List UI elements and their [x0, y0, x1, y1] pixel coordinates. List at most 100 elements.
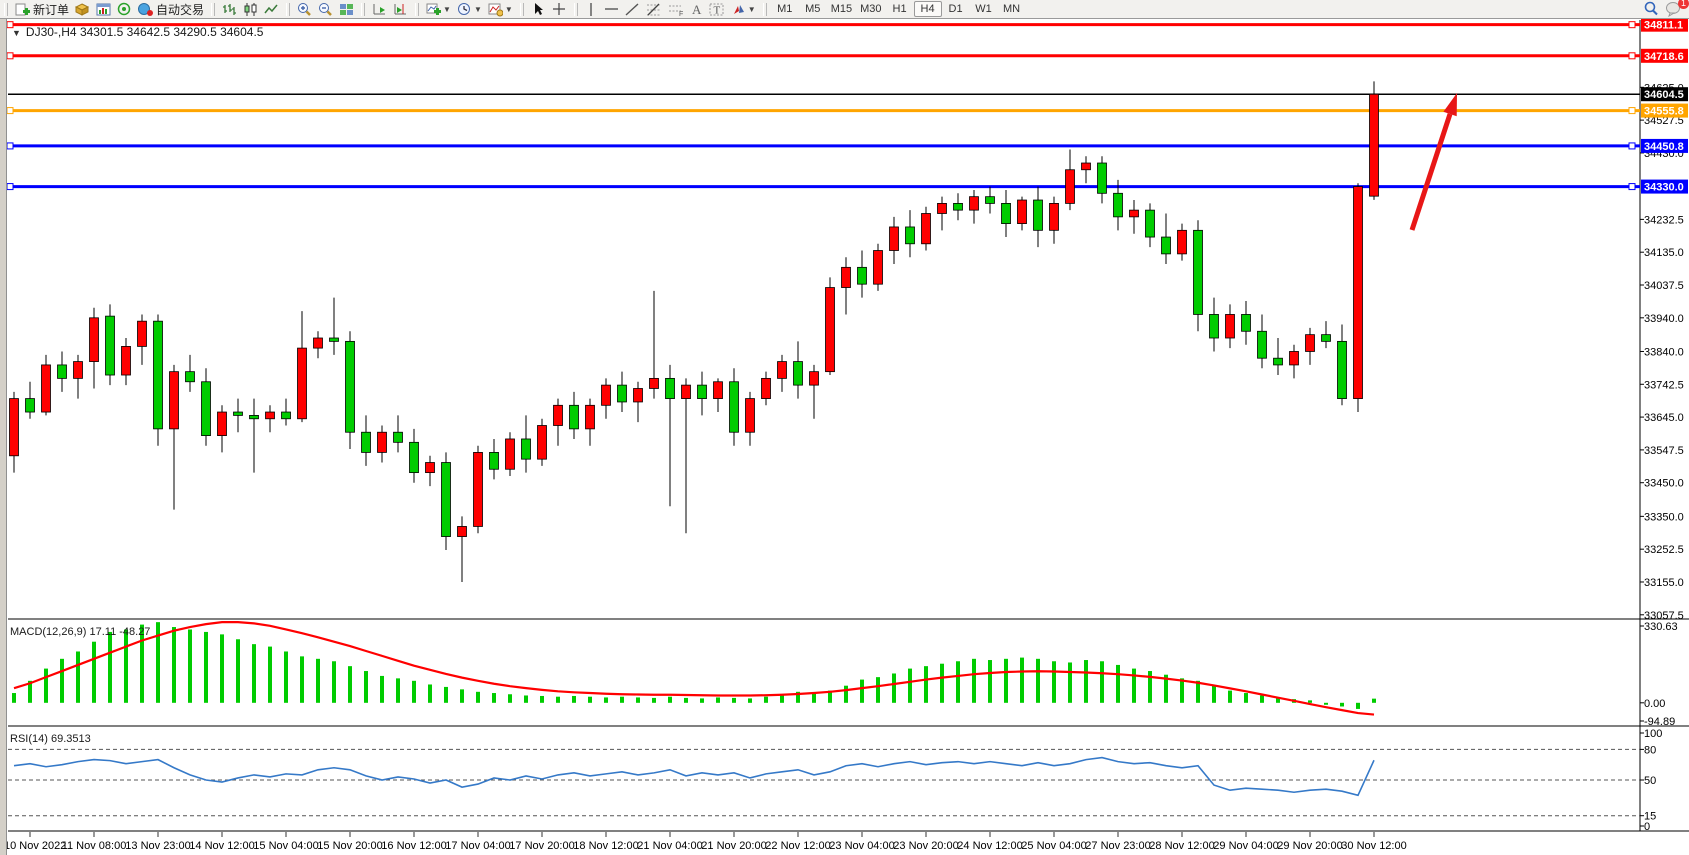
price-tick-label: 34232.5 [1644, 214, 1684, 226]
line-chart-button[interactable] [261, 1, 282, 17]
macd-histogram-bar [1020, 657, 1024, 703]
timeframe-w1-button[interactable]: W1 [975, 3, 992, 15]
signal-button[interactable] [114, 1, 135, 17]
templates-dropdown-caret[interactable]: ▼ [504, 4, 513, 14]
annotation-arrow-shaft[interactable] [1409, 113, 1453, 231]
macd-histogram-bar [508, 694, 512, 703]
timeframe-mn-button[interactable]: MN [1002, 3, 1021, 15]
one-click-caret-icon[interactable]: ▼ [12, 28, 21, 38]
market-watch-button[interactable] [72, 1, 93, 17]
new-order-icon [15, 2, 30, 17]
macd-histogram-bar [700, 698, 704, 703]
timeframe-h4-button[interactable]: H4 [913, 1, 942, 17]
periods-button[interactable]: ▼ [454, 1, 485, 17]
timeframe-m1-button[interactable]: M1 [777, 3, 793, 15]
candle [505, 438, 515, 470]
zoom-out-button[interactable] [315, 1, 336, 17]
time-label: 11 Nov 08:00 [62, 840, 127, 852]
chart-shift-icon [393, 2, 408, 17]
charts-window-button[interactable] [93, 1, 114, 17]
candle [1129, 209, 1139, 218]
candle [41, 364, 51, 413]
candle [697, 384, 707, 399]
search-button[interactable] [1640, 1, 1662, 17]
tile-windows-icon [339, 2, 354, 17]
candle [521, 438, 531, 460]
macd-histogram-bar [1132, 668, 1136, 703]
text-button[interactable]: A [687, 1, 706, 17]
indicators-dropdown-caret[interactable]: ▼ [443, 4, 451, 14]
hline-price-label: 34450.8 [1644, 141, 1684, 153]
hline-handle[interactable] [6, 52, 14, 60]
arrows-button[interactable]: ▼ [728, 1, 759, 17]
candle [185, 371, 195, 383]
price-label-box [1641, 48, 1688, 63]
hline-handle[interactable] [6, 21, 14, 29]
horizontal-line-button[interactable] [601, 1, 622, 17]
macd-histogram-bar [1164, 674, 1168, 703]
candle [393, 431, 403, 443]
candlestick-button[interactable] [240, 1, 261, 17]
hline-handle[interactable] [1628, 142, 1636, 150]
arrows-dropdown-caret[interactable]: ▼ [747, 4, 756, 14]
indicators-button[interactable]: ▼ [423, 1, 454, 17]
hline-handle[interactable] [6, 142, 14, 150]
hline-handle[interactable] [6, 183, 14, 191]
candle [569, 404, 579, 430]
toolbar-grip [361, 2, 366, 16]
hline-handle[interactable] [1628, 21, 1636, 29]
hline-handle[interactable] [1628, 52, 1636, 60]
zoom-in-button[interactable] [294, 1, 315, 17]
price-tick-label: 34037.5 [1644, 280, 1684, 292]
periods-dropdown-caret[interactable]: ▼ [473, 4, 482, 14]
macd-histogram-bar [12, 693, 16, 703]
macd-histogram-bar [1196, 680, 1200, 703]
auto-scroll-button[interactable] [369, 1, 390, 17]
fibonacci-button[interactable] [643, 1, 665, 17]
candle [665, 377, 675, 399]
macd-histogram-bar [924, 666, 928, 703]
hline-handle[interactable] [1628, 183, 1636, 191]
time-label: 14 Nov 12:00 [189, 840, 254, 852]
autotrading-button[interactable]: 自动交易 [135, 1, 207, 17]
macd-histogram-bar [780, 694, 784, 703]
timeframe-m30-button[interactable]: M30 [860, 3, 882, 15]
bar-chart-button[interactable] [219, 1, 240, 17]
macd-histogram-bar [524, 695, 528, 703]
price-tick-label: 33057.5 [1644, 610, 1684, 622]
macd-histogram-bar [476, 691, 480, 703]
hline-handle[interactable] [1628, 107, 1636, 115]
crosshair-button[interactable] [549, 1, 570, 17]
macd-histogram-bar [380, 675, 384, 703]
annotation-arrow-head[interactable] [1443, 93, 1457, 117]
macd-histogram-bar [1340, 702, 1344, 707]
text-label-button[interactable]: T [706, 1, 728, 17]
timeframe-h1-button[interactable]: H1 [892, 3, 907, 15]
channel-button[interactable]: F [665, 1, 687, 17]
time-label: 29 Nov 04:00 [1213, 840, 1278, 852]
hline-handle[interactable] [6, 107, 14, 115]
chat-button[interactable]: 1 [1662, 0, 1689, 17]
timeframe-m15-button[interactable]: M15 [830, 3, 853, 15]
trendline-button[interactable] [622, 1, 643, 17]
templates-button[interactable]: ▼ [485, 1, 516, 17]
chart-shift-button[interactable] [390, 1, 411, 17]
candle [265, 411, 275, 420]
market-watch-icon [75, 2, 90, 17]
candle [201, 381, 211, 436]
price-label-box [1641, 179, 1688, 194]
timeframe-d1-button[interactable]: D1 [948, 3, 963, 15]
time-label: 15 Nov 04:00 [253, 840, 318, 852]
candle [617, 384, 627, 403]
new-order-button[interactable]: 新订单 [12, 1, 72, 17]
macd-histogram-bar [1244, 693, 1248, 703]
timeframe-m5-button[interactable]: M5 [805, 3, 821, 15]
tile-windows-button[interactable] [336, 1, 357, 17]
vertical-line-button[interactable] [582, 1, 601, 17]
cursor-button[interactable] [528, 1, 549, 17]
candle [1241, 314, 1251, 332]
candle [825, 287, 835, 373]
candle [361, 431, 371, 453]
